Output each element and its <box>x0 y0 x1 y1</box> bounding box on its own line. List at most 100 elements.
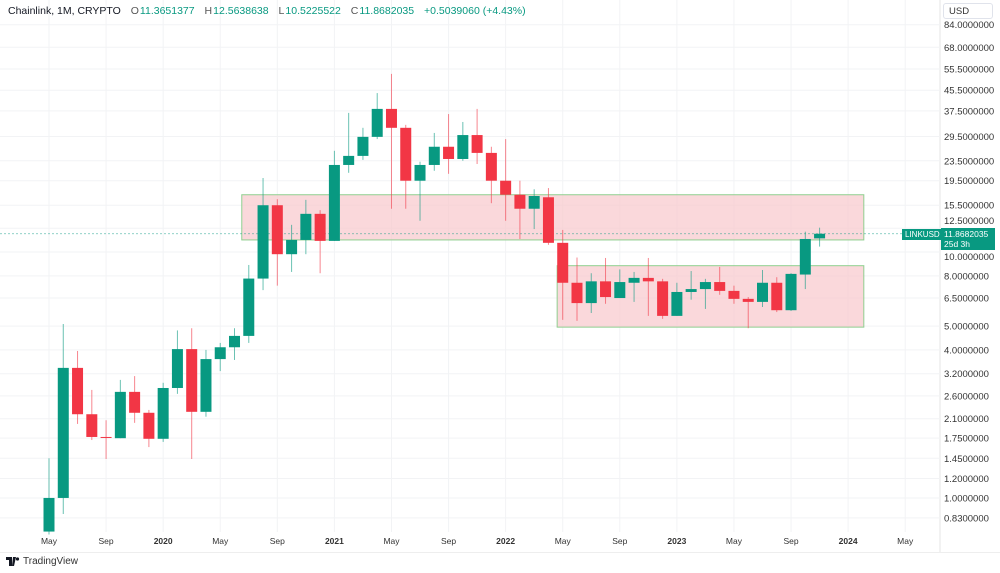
candle-body <box>43 497 55 532</box>
price-tick-label: 37.5000000 <box>944 106 994 117</box>
candle-body <box>443 146 455 159</box>
candle-body <box>243 278 255 336</box>
candle-body <box>72 367 84 415</box>
high-value: 12.5638638 <box>213 5 269 17</box>
time-tick-label: Sep <box>270 536 285 546</box>
price-tick-label: 23.5000000 <box>944 156 994 167</box>
candle-body <box>86 414 98 437</box>
price-tick-label: 1.4500000 <box>944 454 989 465</box>
price-tick-label: 12.5000000 <box>944 216 994 227</box>
candle-body <box>229 335 241 348</box>
candle-up <box>214 342 226 372</box>
candle-body <box>542 197 554 243</box>
candle-up <box>371 93 383 140</box>
candle-down <box>557 229 569 320</box>
tradingview-wordmark: TradingView <box>23 556 79 567</box>
candle-body <box>585 281 597 304</box>
time-tick-label: Sep <box>441 536 456 546</box>
candle-body <box>642 277 654 282</box>
candle-down <box>742 297 754 329</box>
candle-body <box>143 412 155 439</box>
candle-body <box>400 127 412 181</box>
candle-body <box>600 281 612 298</box>
price-tick-label: 84.0000000 <box>944 20 994 31</box>
candle-up <box>300 199 312 255</box>
close-value: 11.8682035 <box>359 5 415 17</box>
price-tick-label: 3.2000000 <box>944 369 989 380</box>
price-tick-label: 8.0000000 <box>944 271 989 282</box>
candle-up <box>671 282 683 316</box>
candle-body <box>657 281 669 316</box>
candle-down <box>657 278 669 319</box>
candle-up <box>43 458 55 535</box>
candle-up <box>114 379 126 439</box>
price-tick-label: 15.5000000 <box>944 201 994 212</box>
close-label: C <box>350 5 359 17</box>
candle-up <box>614 269 626 299</box>
price-tick-label: 68.0000000 <box>944 43 994 54</box>
price-axis[interactable]: 84.0000000 68.0000000 55.5000000 45.5000000… <box>944 20 994 524</box>
candle-up <box>357 127 369 160</box>
candle-body <box>685 289 697 292</box>
time-tick-label: May <box>726 536 743 546</box>
time-tick-label: 2023 <box>667 536 686 546</box>
low-label: L <box>278 5 285 17</box>
last-price-label: 11.8682035 25d 3h <box>941 228 995 250</box>
candle-body <box>500 180 512 195</box>
open-value: 11.3651377 <box>139 5 195 17</box>
price-tick-label: 5.0000000 <box>944 322 989 333</box>
price-tick-label: 0.8300000 <box>944 513 989 524</box>
time-tick-label: May <box>383 536 400 546</box>
candle-up <box>428 132 440 171</box>
bottom-divider <box>0 552 1000 553</box>
candle-body <box>628 277 640 283</box>
time-axis[interactable]: May Sep 2020 May Sep 2021 May Sep 2022 May Sep 2023… <box>41 536 914 546</box>
price-tick-label: 1.2000000 <box>944 474 989 485</box>
candle-up <box>814 227 826 247</box>
candle-down <box>500 139 512 221</box>
candle-down <box>72 350 84 424</box>
candles <box>43 73 826 535</box>
candle-body <box>742 298 754 302</box>
candle-up <box>229 328 241 360</box>
candle-body <box>328 164 340 241</box>
candle-up <box>243 264 255 343</box>
time-tick-label: May <box>555 536 572 546</box>
candle-body <box>485 152 497 181</box>
candle-down <box>642 257 654 316</box>
symbol-price-tag: LINKUSD <box>902 229 943 240</box>
candle-up <box>685 271 697 300</box>
candle-body <box>129 391 141 413</box>
tradingview-logo[interactable]: TradingView <box>6 556 78 567</box>
time-tick-label: May <box>41 536 58 546</box>
price-tick-label: 10.0000000 <box>944 252 994 263</box>
candle-body <box>514 194 526 209</box>
price-tick-label: 4.0000000 <box>944 345 989 356</box>
candle-up <box>585 273 597 314</box>
candle-up <box>628 271 640 302</box>
candle-body <box>100 436 112 438</box>
symbol-title[interactable]: Chainlink, 1M, CRYPTO <box>8 5 121 17</box>
candle-body <box>257 205 269 279</box>
candle-body <box>271 205 283 255</box>
time-tick-label: Sep <box>612 536 627 546</box>
time-tick-label: May <box>212 536 229 546</box>
time-tick-label: 2024 <box>839 536 858 546</box>
candle-body <box>300 213 312 240</box>
candle-body <box>357 136 369 156</box>
last-price-value: 11.8682035 <box>944 229 989 239</box>
price-tick-label: 19.5000000 <box>944 176 994 187</box>
candle-body <box>471 135 483 153</box>
price-tick-label: 2.1000000 <box>944 414 989 425</box>
candle-body <box>785 273 797 311</box>
high-label: H <box>204 5 213 17</box>
currency-button[interactable]: USD <box>943 3 993 19</box>
legend-header: Chainlink, 1M, CRYPTO O11.3651377 H12.56… <box>8 5 527 17</box>
candle-body <box>528 195 540 209</box>
candle-up <box>157 382 169 442</box>
candle-down <box>400 124 412 209</box>
candle-up <box>414 161 426 221</box>
candle-up <box>286 224 298 272</box>
candle-down <box>714 266 726 295</box>
